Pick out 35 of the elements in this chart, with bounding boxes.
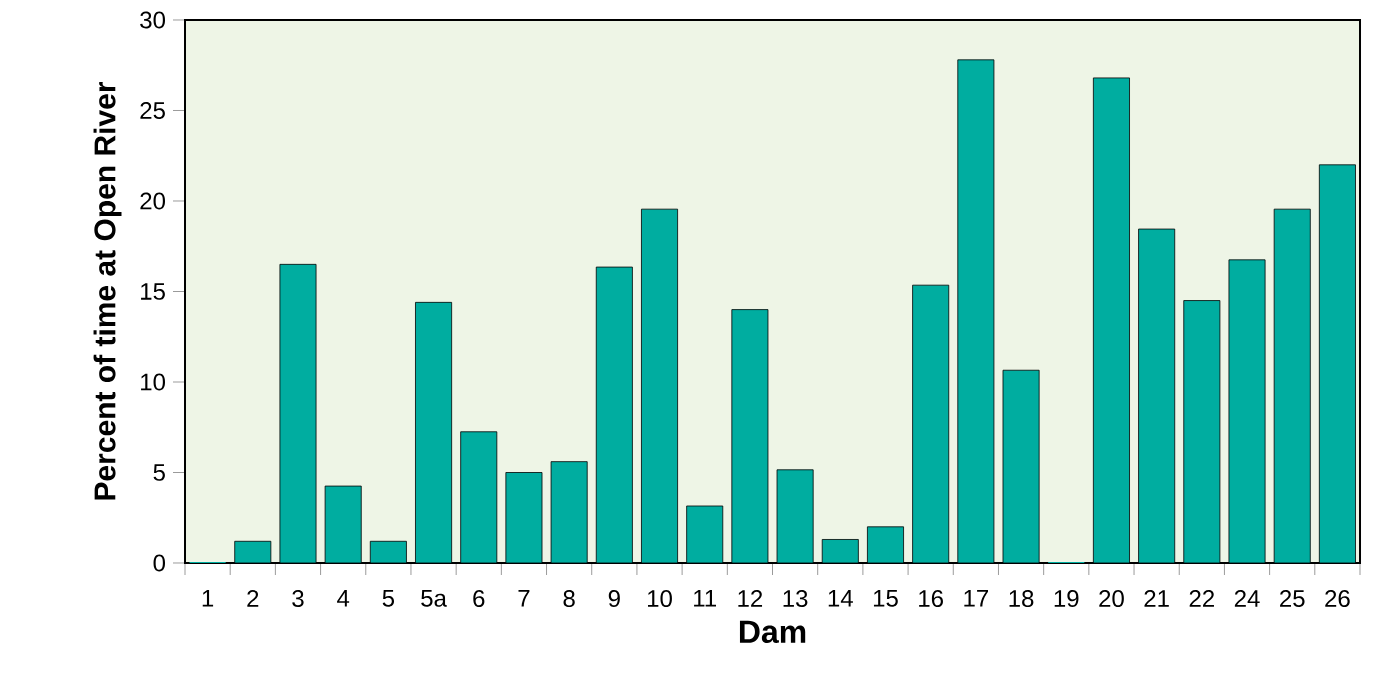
x-tick-label: 26 bbox=[1325, 590, 1350, 608]
x-tick-label: 19 bbox=[1054, 590, 1079, 608]
y-tick-label: 30 bbox=[140, 11, 166, 29]
x-tick-label: 17 bbox=[964, 590, 989, 607]
x-axis-title: Dam bbox=[739, 620, 806, 644]
x-tick-label: 15 bbox=[873, 590, 898, 607]
y-tick-label: 10 bbox=[141, 373, 166, 391]
x-tick-label: 4 bbox=[337, 590, 350, 607]
x-tick-label: 6 bbox=[473, 590, 485, 608]
x-tick-label: 24 bbox=[1234, 590, 1260, 607]
x-tick-label: 2 bbox=[247, 590, 259, 607]
x-tick-label: 13 bbox=[783, 590, 808, 608]
y-axis-title: Percent of time at Open River bbox=[93, 81, 122, 500]
y-tick-label: 25 bbox=[140, 102, 165, 119]
x-tick-label: 3 bbox=[292, 590, 304, 608]
x-tick-label: 8 bbox=[563, 590, 575, 608]
x-tick-label: 22 bbox=[1189, 590, 1214, 607]
x-tick-label: 1 bbox=[202, 590, 214, 607]
x-tick-label: 14 bbox=[828, 590, 853, 607]
x-tick-label: 11 bbox=[694, 590, 716, 607]
x-tick-label: 16 bbox=[919, 590, 943, 608]
x-tick-label: 25 bbox=[1280, 590, 1305, 608]
y-tick-label: 0 bbox=[153, 554, 166, 572]
x-tick-label: 9 bbox=[608, 590, 620, 608]
y-tick-label: 5 bbox=[153, 464, 165, 481]
y-tick-label: 20 bbox=[140, 192, 166, 210]
x-tick-label: 7 bbox=[518, 590, 530, 607]
x-tick-label: 12 bbox=[738, 590, 763, 607]
x-tick-label: 5 bbox=[382, 590, 395, 607]
x-tick-label: 10 bbox=[648, 590, 672, 608]
x-tick-label: 5a bbox=[421, 590, 447, 607]
y-tick-label: 15 bbox=[141, 283, 165, 300]
x-tick-label: 20 bbox=[1099, 590, 1124, 608]
x-tick-label: 21 bbox=[1144, 590, 1169, 607]
x-tick-label: 18 bbox=[1009, 590, 1034, 608]
